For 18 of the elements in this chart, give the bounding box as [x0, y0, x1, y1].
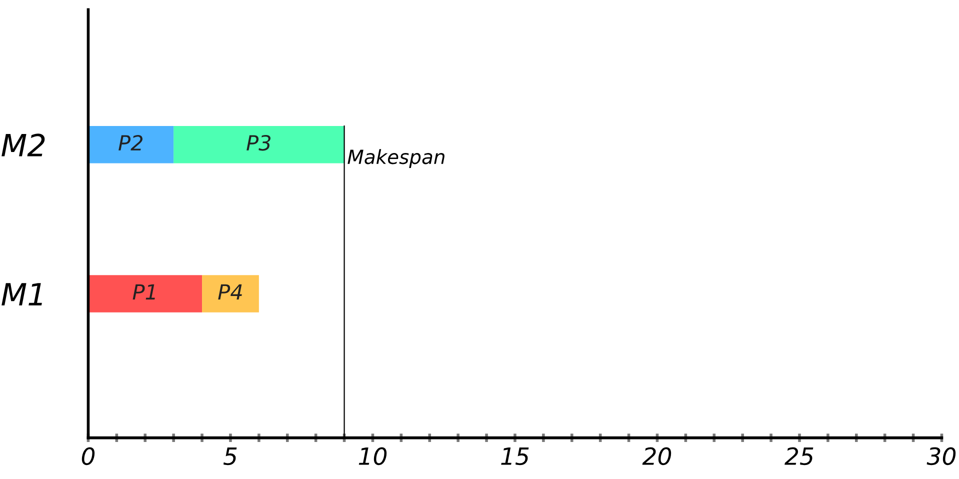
data-label: P4: [218, 284, 242, 300]
x-tick-label: 15: [501, 448, 529, 466]
ref-line-label: Makespan: [348, 149, 444, 168]
bar: [174, 126, 344, 164]
bar: [88, 126, 174, 164]
x-tick-label: 5: [223, 448, 237, 466]
data-label: P3: [246, 134, 270, 151]
data-label: P2: [118, 134, 143, 150]
x-tick-label: 10: [358, 447, 387, 466]
x-tick-label: 20: [642, 447, 672, 466]
bar: [88, 275, 202, 312]
data-label: P1: [132, 284, 155, 300]
x-tick-label: 30: [926, 447, 956, 466]
y-tick-label: M1: [2, 283, 42, 306]
y-tick-label: M2: [2, 134, 45, 156]
x-tick-label: 25: [784, 447, 814, 466]
x-tick-label: 0: [82, 447, 95, 466]
bar: [202, 275, 259, 312]
